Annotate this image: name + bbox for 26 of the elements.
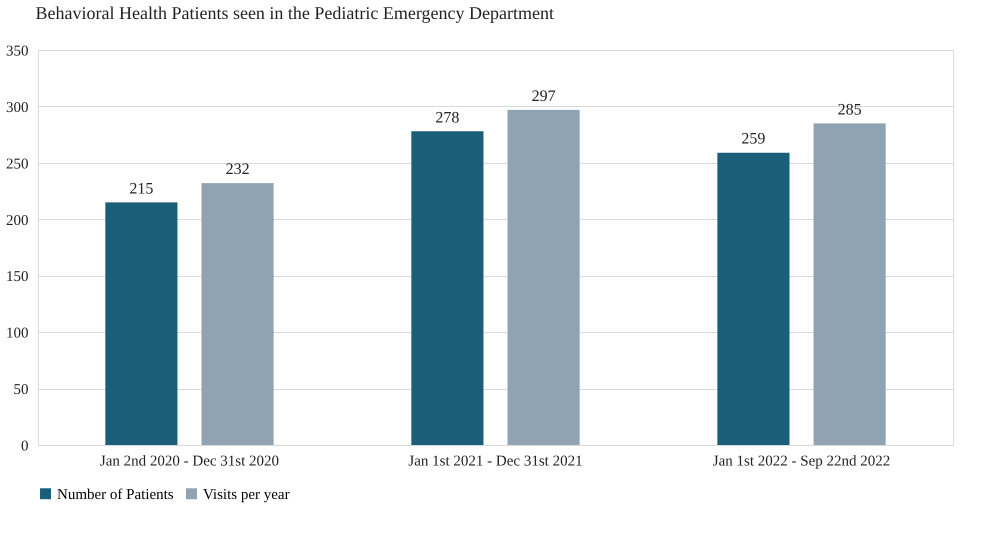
y-tick-label: 200 [6, 212, 28, 229]
data-label: 215 [129, 180, 154, 198]
data-label: 232 [226, 161, 250, 178]
y-tick-label: 250 [6, 156, 28, 172]
bar [717, 152, 790, 445]
chart-title: Behavioral Health Patients seen in the Pediatric Emergency Department [36, 3, 554, 23]
legend-label: Visits per year [203, 486, 290, 503]
y-tick-label: 50 [14, 382, 28, 398]
bar [508, 110, 580, 445]
bar [202, 183, 274, 445]
bar [411, 131, 484, 445]
x-tick-label: Jan 1st 2021 - Dec 31st 2021 [408, 454, 583, 470]
y-tick-label: 350 [6, 44, 28, 60]
y-tick-label: 100 [6, 326, 28, 342]
y-tick-label: 0 [21, 438, 28, 454]
x-tick-label: Jan 1st 2022 - Sep 22nd 2022 [712, 454, 890, 470]
data-label: 259 [741, 130, 766, 148]
data-label: 285 [838, 101, 862, 118]
bar [814, 123, 886, 445]
data-label: 297 [532, 88, 556, 105]
y-tick-label: 150 [6, 269, 28, 286]
legend-label: Number of Patients [57, 486, 174, 503]
bar [105, 202, 178, 445]
x-tick-label: Jan 2nd 2020 - Dec 31st 2020 [100, 454, 280, 470]
y-tick-label: 300 [6, 100, 28, 116]
data-label: 278 [435, 109, 460, 126]
